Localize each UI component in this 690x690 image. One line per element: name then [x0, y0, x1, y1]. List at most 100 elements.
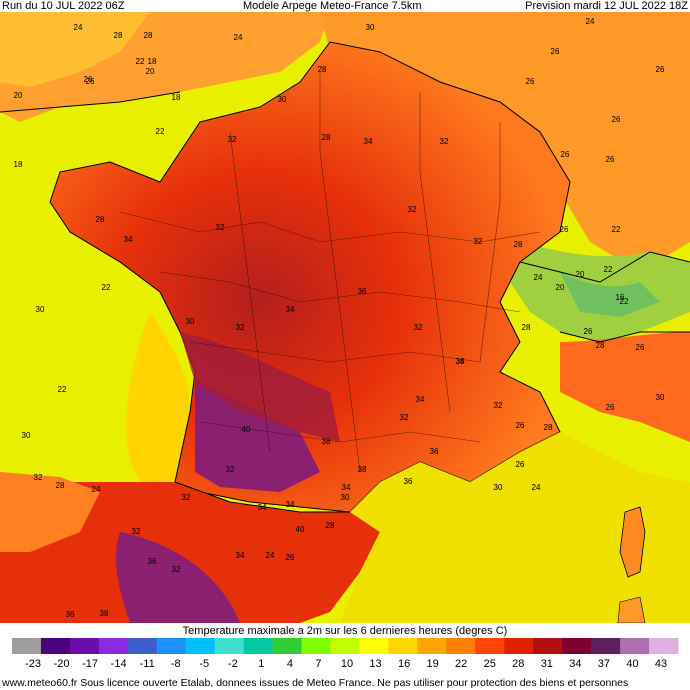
temperature-value-label: 32	[400, 413, 409, 422]
colorbar-segment	[243, 638, 274, 654]
colorbar-tick-label: 16	[397, 658, 411, 670]
temperature-value-label: 30	[494, 483, 503, 492]
colorbar-segment	[156, 638, 187, 654]
temperature-value-label: 32	[34, 473, 43, 482]
temperature-value-label: 30	[22, 431, 31, 440]
colorbar-tick-label: 10	[340, 658, 354, 670]
temperature-value-label: 20	[14, 91, 23, 100]
temperature-value-label: 32	[494, 401, 503, 410]
temperature-value-label: 22	[58, 385, 67, 394]
sardinia-island	[617, 596, 646, 623]
temperature-value-label: 28	[326, 521, 335, 530]
temperature-value-label: 28	[596, 341, 605, 350]
temperature-value-label: 22	[156, 127, 165, 136]
colorbar-tick-label: 34	[569, 658, 582, 670]
run-time-label: Run du 10 JUL 2022 06Z	[2, 0, 125, 12]
temperature-value-label: 16	[616, 293, 625, 302]
colorbar-tick-label: -8	[170, 658, 181, 670]
department-borders	[119, 72, 541, 473]
colorbar-segment	[12, 638, 42, 654]
temperature-value-label: 26	[551, 47, 560, 56]
colorbar-tick-label: -14	[110, 658, 127, 670]
colorbar-tick-label: -11	[139, 658, 155, 670]
forecast-time-label: Prevision mardi 12 JUL 2022 18Z	[525, 0, 688, 12]
temperature-value-label: 38	[100, 609, 109, 618]
colorbar-segment	[388, 638, 418, 654]
temperature-value-label: 36	[148, 557, 157, 566]
temperature-value-label: 26	[86, 77, 95, 86]
colorbar-tick-label: -2	[227, 658, 238, 670]
temperature-value-label: 18	[148, 57, 157, 66]
colorbar-segment	[40, 638, 71, 654]
temperature-value-label: 26	[84, 75, 93, 84]
colorbar-segment	[214, 638, 245, 654]
temperature-value-label: 34	[286, 500, 295, 509]
temperature-value-label: 26	[612, 115, 621, 124]
header-bar: Run du 10 JUL 2022 06Z Modele Arpege Met…	[0, 0, 690, 12]
footer-credit: www.meteo60.fr Sous licence ouverte Etal…	[2, 677, 629, 689]
colorbar-tick-label: -20	[53, 658, 70, 670]
temperature-value-label: 38	[358, 465, 367, 474]
temperature-value-label: 20	[146, 67, 155, 76]
temperature-value-label: 32	[172, 565, 181, 574]
colorbar-ticks: -23 -20 -17 -14 -11 -8 -5 -2 1 4 7 10 13 16 19 22 25 28 31…	[0, 656, 690, 672]
temperature-value-label: 34	[258, 503, 267, 512]
temperature-value-label: 28	[522, 323, 531, 332]
temperature-value-label: 34	[236, 551, 245, 560]
temperature-value-label: 34	[416, 395, 425, 404]
temperature-value-label: 28	[114, 31, 123, 40]
temperature-value-label: 18	[14, 160, 23, 169]
colorbar-segment	[127, 638, 158, 654]
temperature-value-label: 26	[636, 343, 645, 352]
temperature-value-label: 28	[514, 240, 523, 249]
colorbar-segment	[330, 638, 360, 654]
temperature-value-label: 24	[234, 33, 243, 42]
temperature-value-label: 24	[266, 551, 275, 560]
temperature-value-label: 36	[404, 477, 413, 486]
temperature-value-label: 34	[286, 305, 295, 314]
temperature-value-label: 34	[456, 357, 465, 366]
colorbar-segment	[417, 638, 447, 654]
colorbar-tick-label: 22	[455, 658, 468, 670]
temperature-value-label: 28	[56, 481, 65, 490]
temperature-value-label: 26	[286, 553, 295, 562]
colorbar-segment	[185, 638, 216, 654]
colorbar-segment	[446, 638, 476, 654]
colorbar-tick-label: 4	[286, 658, 293, 670]
temperature-value-label: 24	[586, 17, 595, 26]
temperature-value-label: 36	[456, 357, 465, 366]
temperature-value-label: 26	[584, 327, 593, 336]
temperature-value-label: 18	[172, 93, 181, 102]
temperature-value-label: 26	[526, 77, 535, 86]
iberia-land	[0, 482, 380, 623]
temperature-value-label: 28	[544, 423, 553, 432]
colorbar-tick-label: 19	[426, 658, 439, 670]
temperature-value-label: 24	[534, 273, 543, 282]
southwest-extreme-area	[195, 382, 320, 492]
temperature-value-label: 32	[236, 323, 245, 332]
southwest-very-hot-area	[180, 332, 340, 442]
alps-cool-area	[560, 272, 660, 317]
colorbar-segment	[533, 638, 563, 654]
temperature-value-label: 38	[322, 437, 331, 446]
warm-sea-area	[126, 312, 190, 482]
temperature-value-label: 32	[132, 527, 141, 536]
colorbar-segment	[98, 638, 129, 654]
temperature-value-label: 34	[124, 235, 133, 244]
east-europe-area	[320, 12, 690, 272]
temperature-value-label: 30	[341, 493, 350, 502]
temperature-value-label: 20	[556, 283, 565, 292]
temperature-value-label: 34	[364, 137, 373, 146]
colorbar-tick-label: 1	[258, 658, 265, 670]
colorbar-tick-label: 7	[315, 658, 322, 670]
temperature-value-label: 26	[606, 403, 615, 412]
colorbar-segment	[69, 638, 100, 654]
temperature-value-label: 32	[440, 137, 449, 146]
temperature-value-label: 28	[322, 133, 331, 142]
temperature-value-label: 40	[242, 425, 251, 434]
temperature-value-label: 26	[516, 421, 525, 430]
temperature-value-label: 22	[136, 57, 145, 66]
temperature-value-label: 22	[612, 225, 621, 234]
